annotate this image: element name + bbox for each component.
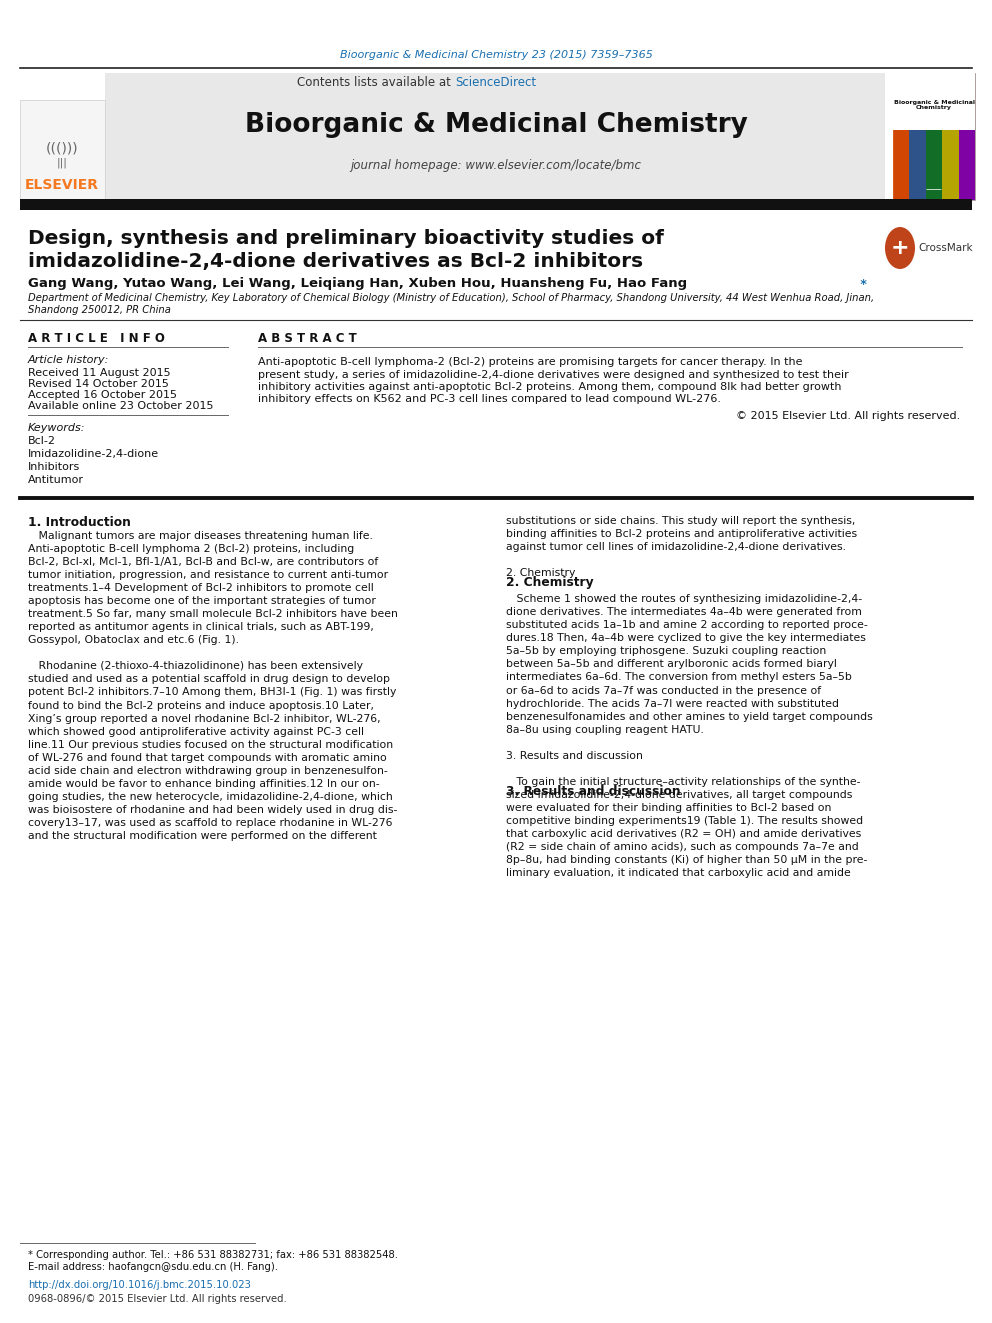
Text: Bioorganic & Medicinal
Chemistry: Bioorganic & Medicinal Chemistry <box>894 99 974 110</box>
Bar <box>958 130 975 200</box>
Text: substitutions or side chains. This study will report the synthesis,
binding affi: substitutions or side chains. This study… <box>506 516 873 878</box>
Text: Contents lists available at: Contents lists available at <box>298 77 455 90</box>
Text: Inhibitors: Inhibitors <box>28 462 80 472</box>
Text: 1. Introduction: 1. Introduction <box>28 516 131 529</box>
Text: Gang Wang, Yutao Wang, Lei Wang, Leiqiang Han, Xuben Hou, Huansheng Fu, Hao Fang: Gang Wang, Yutao Wang, Lei Wang, Leiqian… <box>28 278 687 291</box>
Text: © 2015 Elsevier Ltd. All rights reserved.: © 2015 Elsevier Ltd. All rights reserved… <box>736 411 960 421</box>
Text: ——: —— <box>926 185 942 194</box>
Bar <box>893 73 975 130</box>
Text: Accepted 16 October 2015: Accepted 16 October 2015 <box>28 390 177 400</box>
Text: Shandong 250012, PR China: Shandong 250012, PR China <box>28 306 171 315</box>
Ellipse shape <box>885 228 915 269</box>
Text: ScienceDirect: ScienceDirect <box>455 77 536 90</box>
Bar <box>893 73 975 200</box>
Text: present study, a series of imidazolidine-2,4-dione derivatives were designed and: present study, a series of imidazolidine… <box>258 369 849 380</box>
Text: Anti-apoptotic B-cell lymphoma-2 (Bcl-2) proteins are promising targets for canc: Anti-apoptotic B-cell lymphoma-2 (Bcl-2)… <box>258 357 803 366</box>
Text: ELSEVIER: ELSEVIER <box>25 179 99 192</box>
Text: CrossMark: CrossMark <box>918 243 972 253</box>
Text: Malignant tumors are major diseases threatening human life.
Anti-apoptotic B-cel: Malignant tumors are major diseases thre… <box>28 531 398 841</box>
Text: 0968-0896/© 2015 Elsevier Ltd. All rights reserved.: 0968-0896/© 2015 Elsevier Ltd. All right… <box>28 1294 287 1304</box>
Bar <box>910 130 926 200</box>
Text: Antitumor: Antitumor <box>28 475 84 486</box>
Text: Bioorganic & Medicinal Chemistry 23 (2015) 7359–7365: Bioorganic & Medicinal Chemistry 23 (201… <box>339 50 653 60</box>
Text: A B S T R A C T: A B S T R A C T <box>258 332 357 344</box>
Text: Bioorganic & Medicinal Chemistry: Bioorganic & Medicinal Chemistry <box>245 112 747 138</box>
Text: +: + <box>891 238 910 258</box>
Text: Keywords:: Keywords: <box>28 423 85 433</box>
Text: imidazolidine-2,4-dione derivatives as Bcl-2 inhibitors: imidazolidine-2,4-dione derivatives as B… <box>28 253 643 271</box>
Text: journal homepage: www.elsevier.com/locate/bmc: journal homepage: www.elsevier.com/locat… <box>350 159 642 172</box>
Text: Available online 23 October 2015: Available online 23 October 2015 <box>28 401 213 411</box>
Text: http://dx.doi.org/10.1016/j.bmc.2015.10.023: http://dx.doi.org/10.1016/j.bmc.2015.10.… <box>28 1279 251 1290</box>
Text: * Corresponding author. Tel.: +86 531 88382731; fax: +86 531 88382548.: * Corresponding author. Tel.: +86 531 88… <box>28 1250 398 1259</box>
Bar <box>942 130 958 200</box>
Bar <box>893 130 910 200</box>
Text: Article history:: Article history: <box>28 355 109 365</box>
Text: Design, synthesis and preliminary bioactivity studies of: Design, synthesis and preliminary bioact… <box>28 229 664 247</box>
Text: Revised 14 October 2015: Revised 14 October 2015 <box>28 378 169 389</box>
Bar <box>20 198 972 210</box>
Text: inhibitory activities against anti-apoptotic Bcl-2 proteins. Among them, compoun: inhibitory activities against anti-apopt… <box>258 382 841 392</box>
Text: A R T I C L E   I N F O: A R T I C L E I N F O <box>28 332 165 344</box>
Text: Received 11 August 2015: Received 11 August 2015 <box>28 368 171 378</box>
Text: Bcl-2: Bcl-2 <box>28 437 56 446</box>
Text: E-mail address: haofangcn@sdu.edu.cn (H. Fang).: E-mail address: haofangcn@sdu.edu.cn (H.… <box>28 1262 278 1271</box>
Bar <box>926 130 942 200</box>
Text: inhibitory effects on K562 and PC-3 cell lines compared to lead compound WL-276.: inhibitory effects on K562 and PC-3 cell… <box>258 394 721 405</box>
Bar <box>105 73 885 200</box>
Text: |||: ||| <box>57 157 67 168</box>
Text: *: * <box>856 278 867 291</box>
Text: 2. Chemistry: 2. Chemistry <box>506 576 593 589</box>
Text: Imidazolidine-2,4-dione: Imidazolidine-2,4-dione <box>28 448 159 459</box>
Text: ((())): ((())) <box>46 142 78 155</box>
Bar <box>20 101 105 200</box>
Text: Department of Medicinal Chemistry, Key Laboratory of Chemical Biology (Ministry : Department of Medicinal Chemistry, Key L… <box>28 292 874 303</box>
Text: 3. Results and discussion: 3. Results and discussion <box>506 785 681 798</box>
